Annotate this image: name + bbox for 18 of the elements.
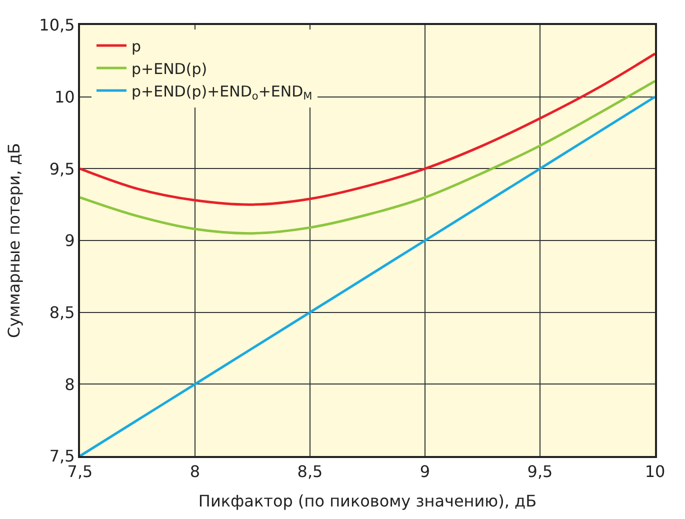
legend-label: p — [132, 37, 142, 56]
y-tick-label: 10,5 — [39, 16, 75, 35]
x-tick-label: 9 — [420, 462, 430, 482]
y-tick-label: 8,5 — [49, 302, 75, 322]
x-tick-label: 8 — [190, 462, 200, 482]
y-tick-label: 9 — [64, 231, 75, 250]
line-series — [80, 80, 655, 235]
y-tick-label: 8 — [64, 374, 75, 394]
x-tick-label: 10 — [644, 462, 666, 482]
y-tick-label: 7,5 — [49, 446, 75, 466]
y-axis-title: Суммарные потери, дБ — [4, 143, 24, 338]
y-tick-label: 10 — [54, 87, 75, 106]
x-tick-label: 9,5 — [527, 462, 553, 482]
legend-label: p+END(p)+END$_{o}$+END$_{M}$ — [132, 82, 312, 103]
x-axis-title: Пикфактор (по пиковому значению), дБ — [198, 491, 537, 510]
legend-label: p+END(p) — [132, 60, 208, 78]
y-tick-label: 9,5 — [49, 159, 75, 178]
x-tick-label: 8,5 — [297, 462, 323, 482]
